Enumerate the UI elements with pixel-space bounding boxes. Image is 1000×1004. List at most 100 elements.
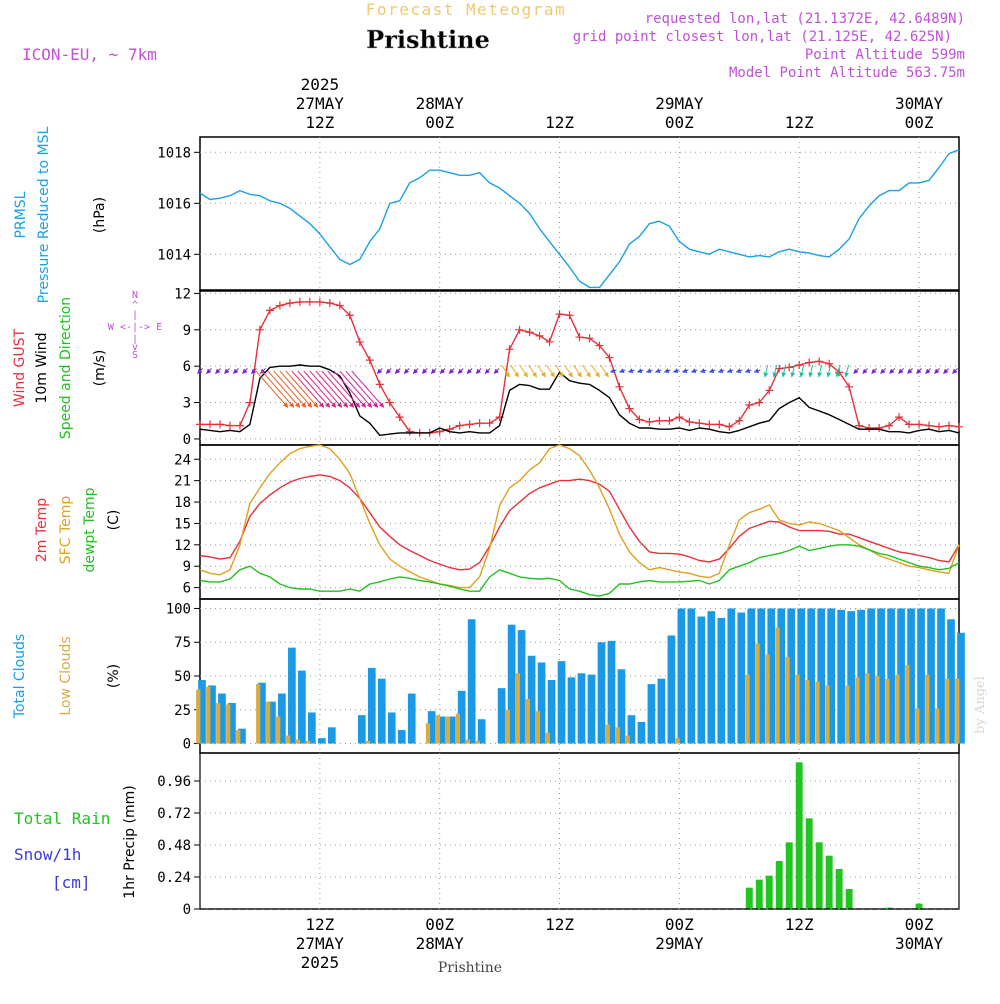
total-clouds-bar bbox=[947, 619, 955, 744]
low-clouds-bar bbox=[905, 665, 910, 744]
gust-marker bbox=[645, 417, 654, 426]
gust-marker bbox=[945, 421, 954, 430]
total-clouds-bar bbox=[747, 608, 756, 744]
gust-marker bbox=[735, 416, 744, 425]
wind-direction-arrow bbox=[573, 364, 582, 378]
y-tick-label: 9 bbox=[183, 323, 191, 339]
gust-marker bbox=[895, 413, 904, 422]
total-clouds-bar bbox=[927, 608, 935, 744]
total-clouds-bar bbox=[767, 608, 776, 744]
compass-down: v bbox=[132, 342, 138, 353]
rain-bar bbox=[805, 818, 813, 909]
gust-marker bbox=[335, 301, 344, 310]
wind-direction-arrow bbox=[333, 370, 367, 408]
wind-direction-arrow bbox=[528, 364, 537, 378]
compass-up: ^ bbox=[132, 300, 138, 311]
gust-marker bbox=[815, 357, 824, 366]
y-tick-label: 0 bbox=[183, 737, 191, 753]
wind-direction-arrow bbox=[799, 364, 805, 378]
low-clouds-bar bbox=[675, 738, 680, 744]
rain-bar bbox=[885, 907, 893, 909]
gust-marker bbox=[315, 297, 324, 306]
label-2m-temp: 2m Temp bbox=[34, 498, 50, 562]
rain-bar bbox=[765, 875, 773, 909]
total-clouds-bar bbox=[367, 667, 376, 744]
series-line-sfc-temp bbox=[199, 444, 960, 589]
low-clouds-bar bbox=[286, 735, 291, 744]
y-tick-label: 0 bbox=[183, 902, 191, 918]
total-clouds-bar bbox=[567, 677, 576, 744]
total-clouds-bar bbox=[897, 608, 905, 744]
total-clouds-bar bbox=[258, 682, 266, 744]
wind-direction-arrow bbox=[564, 364, 573, 378]
wind-direction-arrow bbox=[826, 364, 832, 378]
low-clouds-bar bbox=[435, 715, 441, 744]
wind-direction-arrow bbox=[260, 368, 266, 374]
rain-bar bbox=[755, 879, 763, 909]
gust-marker bbox=[475, 419, 484, 428]
low-clouds-bar bbox=[475, 740, 481, 744]
total-clouds-bar bbox=[717, 617, 726, 744]
label-snow-1h: Snow/1h bbox=[14, 845, 81, 864]
location-title: Prishtine bbox=[366, 25, 490, 54]
low-clouds-bar bbox=[815, 681, 820, 744]
total-clouds-bar bbox=[457, 690, 466, 744]
panel-wind: 0 3 6 9 12 bbox=[174, 286, 963, 448]
gust-marker bbox=[925, 421, 934, 430]
low-clouds-bar bbox=[256, 684, 261, 744]
wind-direction-arrow bbox=[430, 368, 437, 374]
label-ms: (m/s) bbox=[92, 350, 108, 387]
total-clouds-bar bbox=[377, 678, 386, 744]
low-clouds-bar bbox=[296, 739, 301, 744]
total-clouds-bar bbox=[907, 608, 915, 744]
total-clouds-bar bbox=[637, 721, 646, 744]
time-label: 00Z bbox=[665, 113, 694, 132]
y-tick-label: 15 bbox=[174, 516, 191, 532]
wind-direction-arrow bbox=[582, 364, 591, 378]
total-clouds-bar bbox=[547, 680, 556, 744]
gust-marker bbox=[725, 422, 734, 431]
gust-marker bbox=[745, 400, 754, 409]
time-label: 28MAY bbox=[416, 94, 465, 113]
label-wind-gust: Wind GUST bbox=[12, 328, 28, 407]
gust-marker bbox=[715, 420, 724, 429]
rain-bar bbox=[795, 762, 803, 909]
y-tick-label: 0.24 bbox=[157, 870, 191, 886]
low-clouds-bar bbox=[855, 677, 860, 744]
y-tick-label: 9 bbox=[183, 559, 191, 575]
wind-direction-arrow bbox=[345, 370, 379, 408]
low-clouds-bar bbox=[425, 723, 431, 744]
panel-temperature: 6 9 12 15 18 21 24 bbox=[174, 444, 960, 600]
time-label: 12Z bbox=[545, 915, 574, 934]
gust-marker bbox=[655, 416, 664, 425]
low-clouds-bar bbox=[266, 701, 271, 744]
wind-direction-arrow bbox=[618, 368, 626, 373]
total-clouds-bar bbox=[288, 647, 296, 744]
total-clouds-bar bbox=[597, 642, 606, 744]
low-clouds-bar bbox=[365, 740, 371, 744]
gust-marker bbox=[265, 306, 274, 315]
wind-direction-arrow bbox=[781, 364, 787, 378]
gust-marker bbox=[505, 345, 514, 354]
info-line-3: Point Altitude 599m bbox=[805, 47, 965, 63]
rain-bar bbox=[845, 889, 853, 909]
low-clouds-bar bbox=[505, 709, 510, 744]
time-label: 12Z bbox=[785, 915, 814, 934]
wind-direction-arrow bbox=[735, 368, 743, 373]
y-tick-label: 6 bbox=[183, 581, 191, 597]
gust-marker bbox=[435, 427, 444, 436]
total-clouds-bar bbox=[218, 693, 226, 744]
low-clouds-bar bbox=[196, 689, 201, 744]
gust-marker bbox=[525, 328, 534, 337]
label-total-rain: Total Rain bbox=[14, 809, 110, 828]
wind-direction-arrow bbox=[600, 364, 609, 378]
gust-marker bbox=[275, 301, 284, 310]
wind-direction-arrow bbox=[717, 368, 725, 373]
wind-direction-arrow bbox=[291, 370, 325, 408]
total-clouds-bar bbox=[877, 608, 885, 744]
gust-marker bbox=[565, 311, 574, 320]
panel-clouds: 0 25 50 75 100 bbox=[166, 598, 965, 754]
wind-direction-arrow bbox=[351, 370, 385, 408]
wind-direction-arrow bbox=[690, 368, 698, 373]
